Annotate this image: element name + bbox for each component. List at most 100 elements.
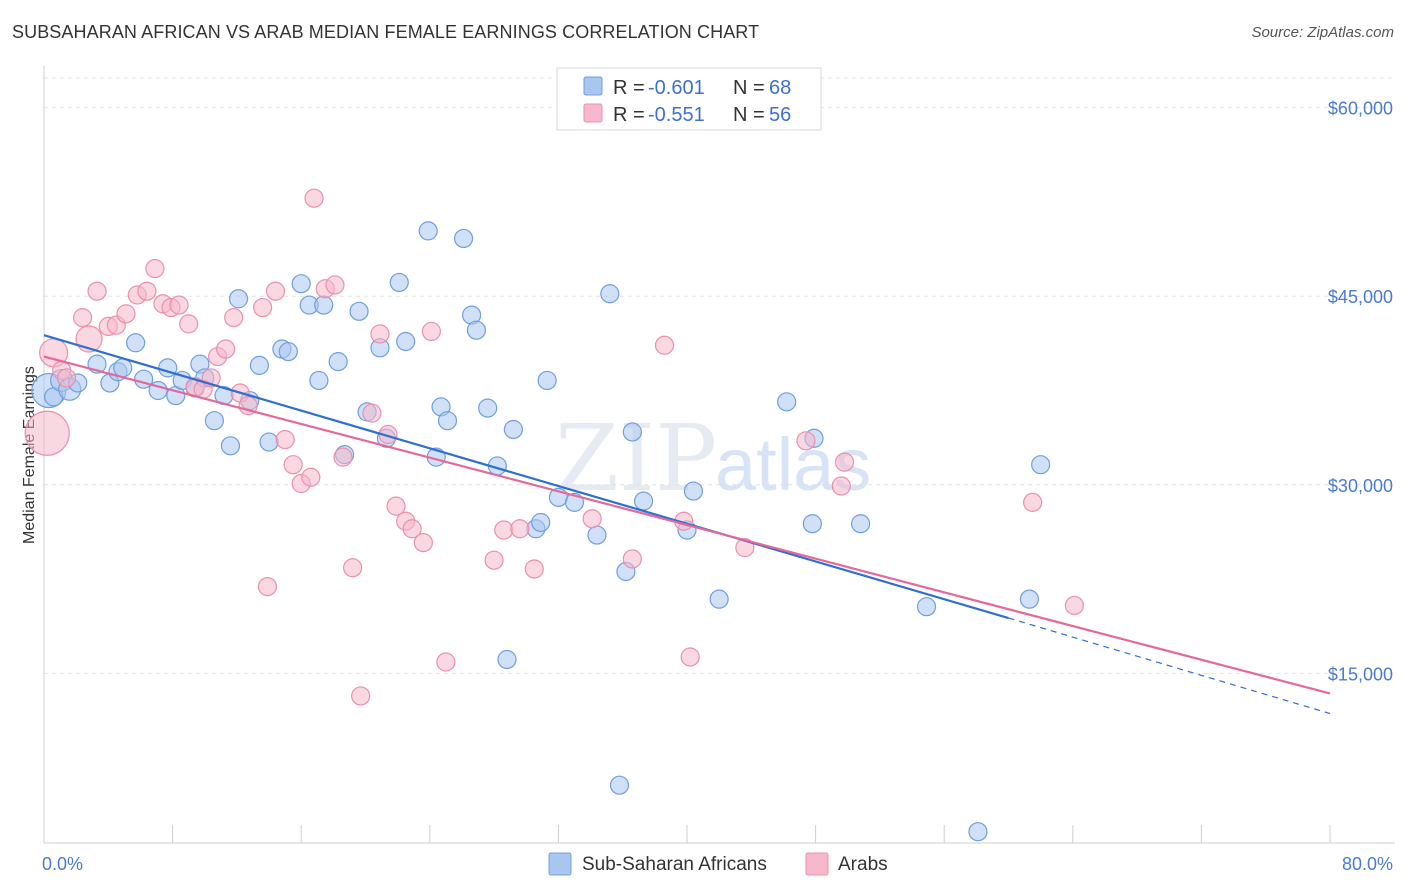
trendline-subsaharan-extension <box>1008 617 1331 715</box>
legend-r-label-1: R = <box>613 77 645 99</box>
point-subsaharan <box>609 775 630 795</box>
point-arab <box>370 324 390 344</box>
point-subsaharan <box>851 514 871 534</box>
series-legend: Sub-Saharan Africans Arabs <box>548 852 888 876</box>
point-subsaharan <box>249 355 270 375</box>
point-arab <box>654 335 675 355</box>
point-arab <box>524 559 544 579</box>
gridlines <box>44 77 1395 674</box>
point-subsaharan <box>259 432 279 452</box>
point-subsaharan <box>587 525 607 545</box>
point-subsaharan <box>204 411 224 431</box>
point-subsaharan <box>622 422 642 442</box>
point-subsaharan <box>503 419 523 440</box>
point-arab <box>834 452 855 472</box>
y-tick-label: $60,000 <box>1328 99 1393 119</box>
correlation-legend: R = -0.601 N = 68 R = -0.551 N = 56 <box>556 67 822 131</box>
point-subsaharan <box>709 589 729 609</box>
legend-r-value-1: -0.601 <box>648 77 705 99</box>
y-tick-label: $15,000 <box>1328 664 1393 684</box>
point-arab <box>265 281 286 301</box>
point-subsaharan <box>916 597 937 617</box>
point-arab <box>351 686 371 706</box>
point-subsaharan <box>309 370 329 391</box>
point-subsaharan <box>683 481 704 501</box>
point-subsaharan <box>437 411 458 431</box>
point-arab <box>301 467 321 487</box>
x-tick-label-min: 0.0% <box>42 854 83 874</box>
trendlines <box>43 334 1331 715</box>
point-arab <box>72 308 93 328</box>
point-subsaharan <box>1019 589 1039 609</box>
point-arab <box>137 281 157 301</box>
series-swatch-blue <box>548 852 572 876</box>
point-arab <box>116 304 136 324</box>
point-subsaharan <box>291 274 311 294</box>
point-arab <box>224 308 244 328</box>
trendline-arab <box>43 355 1331 695</box>
point-arab <box>257 576 278 597</box>
x-tick-label-max: 80.0% <box>1342 854 1393 874</box>
point-arab <box>436 652 456 672</box>
point-subsaharan <box>228 289 249 309</box>
point-arab <box>622 549 642 569</box>
point-subsaharan <box>389 272 409 293</box>
point-arab <box>343 558 363 578</box>
point-subsaharan <box>478 398 498 418</box>
point-arab <box>796 431 816 451</box>
point-subsaharan <box>328 352 348 372</box>
point-arab <box>325 275 345 295</box>
point-arab <box>216 339 236 359</box>
point-arab <box>386 496 406 516</box>
point-arab <box>24 410 70 456</box>
series-swatch-pink <box>805 852 829 876</box>
legend-n-label-2: N = <box>733 104 765 126</box>
point-subsaharan <box>396 331 416 352</box>
legend-swatch-blue <box>583 76 603 96</box>
point-subsaharan <box>802 514 822 534</box>
point-subsaharan <box>537 370 557 391</box>
point-arab <box>484 550 504 570</box>
point-arab <box>831 476 851 496</box>
point-arab <box>362 403 382 423</box>
legend-r-value-2: -0.551 <box>648 104 705 126</box>
series-label-pink: Arabs <box>838 854 888 875</box>
legend-n-value-1: 68 <box>769 77 791 99</box>
y-tick-label: $30,000 <box>1328 476 1393 496</box>
point-subsaharan <box>314 295 334 315</box>
point-arab <box>283 455 303 475</box>
point-subsaharan <box>1031 455 1051 475</box>
point-arab <box>582 509 602 529</box>
point-arab <box>413 532 433 553</box>
point-arab <box>169 295 189 315</box>
point-arab <box>1064 595 1085 616</box>
point-arab <box>1023 492 1043 512</box>
point-subsaharan <box>633 491 654 511</box>
point-arab <box>494 520 514 540</box>
legend-n-value-2: 56 <box>769 104 791 126</box>
legend-r-label-2: R = <box>613 104 645 126</box>
series-label-blue: Sub-Saharan Africans <box>582 854 767 875</box>
point-subsaharan <box>220 436 241 456</box>
point-subsaharan <box>497 649 517 670</box>
point-subsaharan <box>349 301 369 321</box>
point-subsaharan <box>126 333 146 353</box>
x-ticks <box>43 825 1331 843</box>
point-arab <box>253 297 273 318</box>
point-subsaharan <box>278 341 298 362</box>
legend-swatch-pink <box>583 103 603 123</box>
trendline-subsaharan <box>43 334 1009 620</box>
point-subsaharan <box>531 512 551 533</box>
point-arab <box>421 321 442 342</box>
point-arab <box>87 281 107 301</box>
point-subsaharan <box>453 228 474 249</box>
point-arab <box>275 429 295 450</box>
point-arab <box>333 447 353 467</box>
point-subsaharan <box>968 822 988 842</box>
source-note: Source: ZipAtlas.com <box>1251 24 1394 41</box>
point-subsaharan <box>418 221 438 241</box>
y-tick-label: $45,000 <box>1328 287 1393 307</box>
point-arab <box>145 258 165 279</box>
legend-n-label-1: N = <box>733 77 765 99</box>
